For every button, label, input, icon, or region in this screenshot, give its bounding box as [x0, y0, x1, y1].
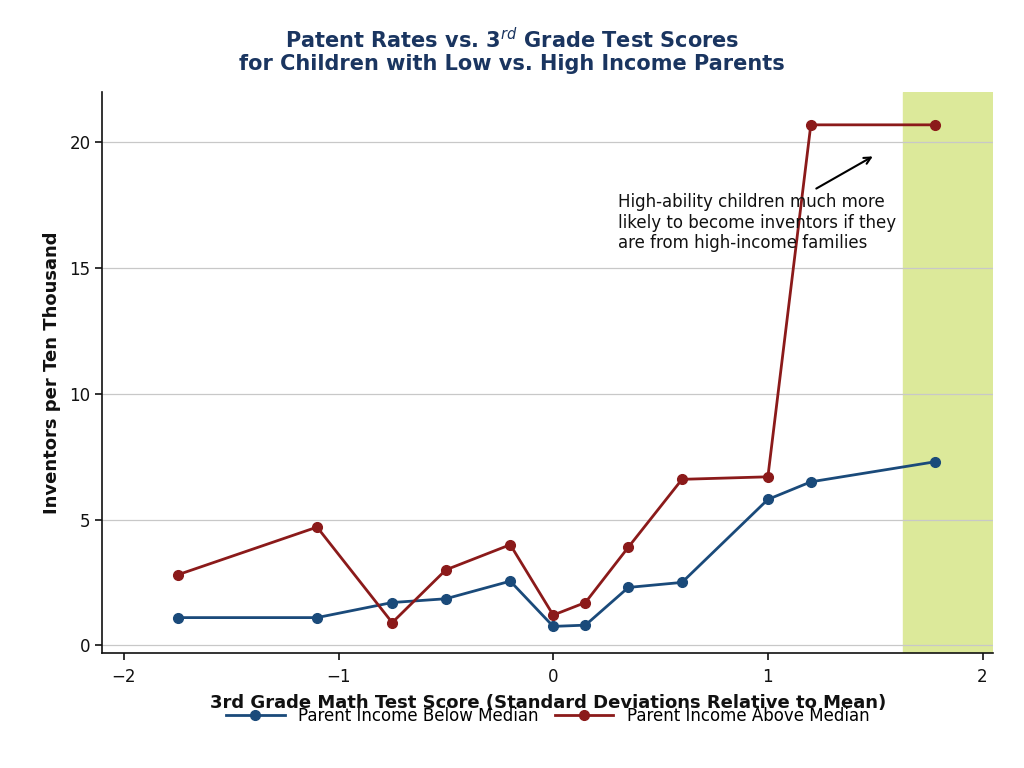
Parent Income Above Median — [504, 540, 516, 549]
Parent Income Below Median — [805, 477, 817, 486]
Parent Income Above Median — [762, 472, 774, 482]
Parent Income Above Median — [805, 121, 817, 130]
Parent Income Below Median — [676, 578, 688, 587]
Parent Income Below Median — [386, 598, 398, 607]
Parent Income Above Median — [929, 121, 941, 130]
Parent Income Above Median — [439, 565, 452, 574]
Text: Patent Rates vs. 3$^{rd}$ Grade Test Scores: Patent Rates vs. 3$^{rd}$ Grade Test Sco… — [285, 27, 739, 52]
Parent Income Above Median — [386, 618, 398, 627]
Parent Income Above Median — [311, 522, 324, 531]
Parent Income Below Median — [504, 577, 516, 586]
Parent Income Above Median — [547, 611, 559, 620]
Parent Income Below Median — [623, 583, 635, 592]
Y-axis label: Inventors per Ten Thousand: Inventors per Ten Thousand — [43, 231, 61, 514]
Parent Income Above Median — [623, 543, 635, 552]
Parent Income Above Median — [580, 598, 592, 607]
Parent Income Below Median — [311, 613, 324, 622]
X-axis label: 3rd Grade Math Test Score (Standard Deviations Relative to Mean): 3rd Grade Math Test Score (Standard Devi… — [210, 694, 886, 713]
Parent Income Below Median — [580, 621, 592, 630]
Parent Income Below Median — [547, 622, 559, 631]
Parent Income Above Median — [171, 571, 183, 580]
Parent Income Below Median — [439, 594, 452, 604]
Parent Income Below Median — [929, 457, 941, 466]
Line: Parent Income Below Median: Parent Income Below Median — [173, 457, 940, 631]
Line: Parent Income Above Median: Parent Income Above Median — [173, 120, 940, 627]
Bar — [903, 92, 993, 653]
Legend: Parent Income Below Median, Parent Income Above Median: Parent Income Below Median, Parent Incom… — [219, 700, 877, 731]
Parent Income Below Median — [171, 613, 183, 622]
Parent Income Above Median — [676, 475, 688, 484]
Parent Income Below Median — [762, 495, 774, 504]
Text: High-ability children much more
likely to become inventors if they
are from high: High-ability children much more likely t… — [617, 157, 896, 253]
Text: for Children with Low vs. High Income Parents: for Children with Low vs. High Income Pa… — [240, 54, 784, 74]
